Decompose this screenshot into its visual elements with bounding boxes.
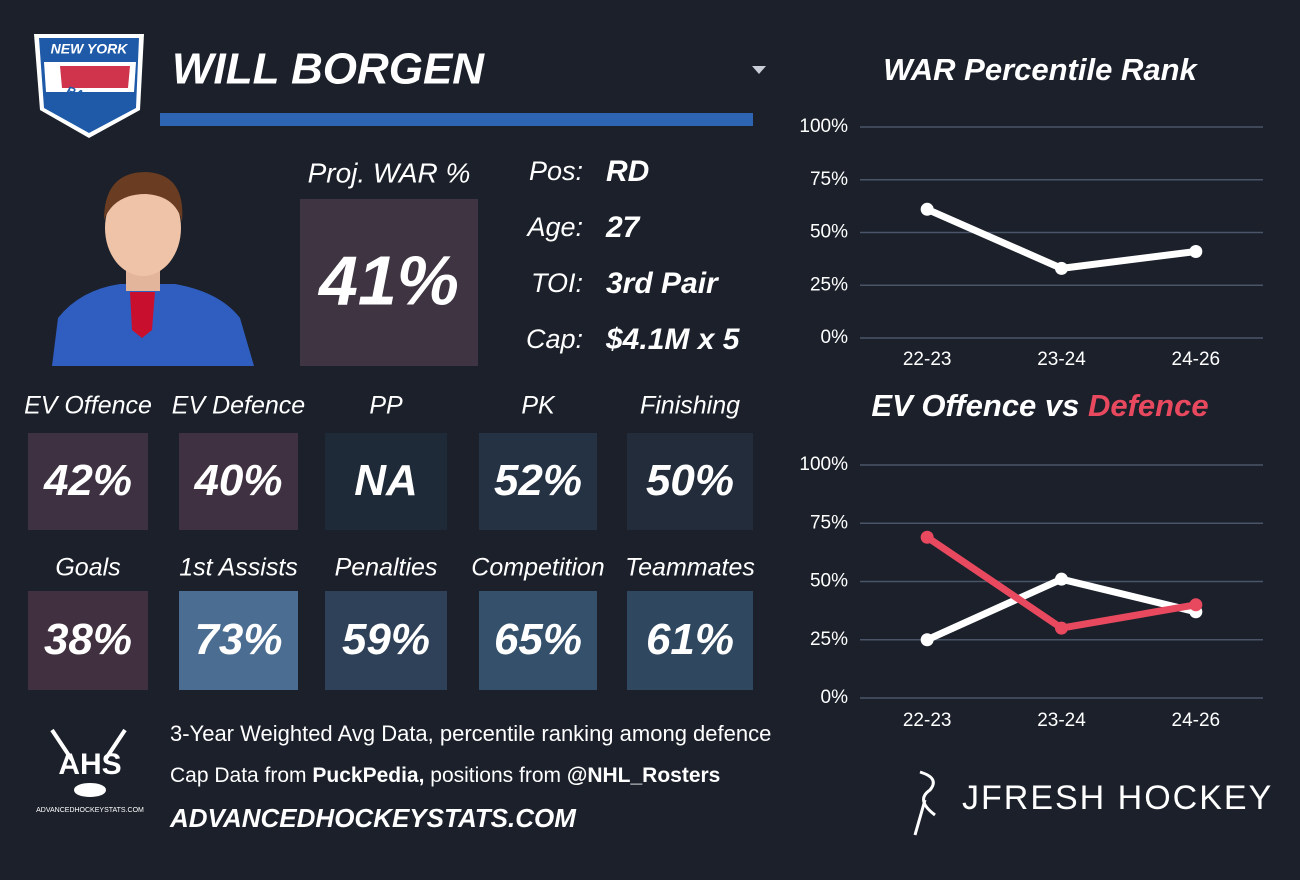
y-tick-label: 50%	[810, 571, 848, 592]
tile-box	[479, 433, 597, 530]
footer-source: @NHL_Rosters	[567, 764, 721, 787]
tile-label: EV Offence	[24, 392, 152, 420]
chart-title-text: WAR Percentile Rank	[883, 52, 1198, 87]
point	[1055, 261, 1068, 275]
point	[920, 202, 934, 216]
tile-label: PP	[369, 392, 403, 420]
info-label: Pos:	[529, 156, 583, 186]
proj-war-value: 41%	[317, 241, 459, 319]
team-name: NEW YORK	[51, 41, 129, 57]
info-label: TOI:	[531, 268, 583, 298]
y-tick-label: 0%	[821, 687, 849, 708]
y-tick-label: 100%	[799, 454, 848, 475]
footer-note: Cap Data from PuckPedia, positions from …	[170, 764, 720, 787]
tile-label: Competition	[471, 554, 604, 582]
info-value: RD	[606, 155, 649, 188]
tile-value: 61%	[646, 615, 734, 664]
tile-label: EV Defence	[172, 392, 305, 420]
tile-box	[479, 591, 597, 690]
x-tick-label: 23-24	[1037, 710, 1086, 731]
dropdown-arrow[interactable]	[752, 66, 766, 74]
point	[1189, 598, 1203, 612]
info-label: Cap:	[526, 324, 583, 354]
tile-box	[627, 591, 753, 690]
point	[1055, 572, 1068, 586]
proj-war-box	[300, 199, 478, 366]
tile-label: PK	[521, 392, 556, 420]
tile-value: 42%	[43, 456, 132, 505]
point	[920, 633, 934, 647]
chart-title-text: EV Offence vs	[871, 388, 1079, 423]
y-tick-label: 25%	[810, 629, 848, 650]
point	[1189, 244, 1203, 258]
x-tick-label: 24-26	[1172, 710, 1221, 731]
tile-value: 65%	[494, 615, 582, 664]
tile-value: 50%	[646, 456, 734, 505]
proj-war-label: Proj. WAR %	[308, 157, 471, 188]
point	[920, 530, 934, 544]
tile-value: 40%	[193, 456, 282, 505]
tile-value: NA	[354, 456, 418, 505]
tile-label: Teammates	[625, 554, 755, 582]
y-tick-label: 25%	[810, 274, 848, 295]
x-tick-label: 24-26	[1172, 349, 1221, 370]
tile-value: 73%	[194, 615, 282, 664]
info-value: 3rd Pair	[606, 267, 720, 300]
team-logo	[34, 34, 144, 138]
info-label: Age:	[525, 212, 583, 242]
footer-note: 3-Year Weighted Avg Data, percentile ran…	[170, 721, 771, 746]
point	[1055, 621, 1068, 635]
info-value: 27	[605, 211, 641, 244]
tile-value: 52%	[494, 456, 582, 505]
tile-label: Goals	[55, 554, 120, 582]
tile-value: 38%	[44, 615, 132, 664]
y-tick-label: 75%	[810, 169, 848, 190]
x-tick-label: 23-24	[1037, 349, 1086, 370]
tile-box	[28, 433, 148, 530]
y-tick-label: 75%	[810, 512, 848, 533]
tile-box	[179, 433, 298, 530]
name-underline	[160, 113, 753, 126]
tile-box	[627, 433, 753, 530]
y-tick-label: 100%	[799, 116, 848, 137]
tile-label: 1st Assists	[179, 554, 298, 582]
tile-label: Finishing	[640, 392, 740, 420]
info-value: $4.1M x 5	[605, 323, 741, 356]
footer-text: Cap Data from	[170, 764, 312, 787]
chart-title: WAR Percentile Rank	[883, 52, 1198, 87]
x-tick-label: 22-23	[903, 710, 952, 731]
ahs-logo-text: AHS	[58, 748, 121, 781]
tile-box	[28, 591, 148, 690]
player-photo	[52, 172, 254, 366]
brand-name: JFRESH HOCKEY	[962, 779, 1273, 817]
footer-text: positions from	[424, 764, 566, 787]
chart-title-highlight: Defence	[1088, 388, 1209, 423]
ahs-logo	[50, 728, 127, 797]
y-tick-label: 50%	[810, 222, 848, 243]
footer-url[interactable]: ADVANCEDHOCKEYSTATS.COM	[169, 803, 577, 833]
ahs-logo-sub: ADVANCEDHOCKEYSTATS.COM	[36, 807, 144, 814]
tile-box	[325, 591, 447, 690]
tile-box	[325, 433, 447, 530]
chart-title: EV Offence vs Defence	[871, 388, 1208, 423]
y-tick-label: 0%	[821, 327, 849, 348]
footer-source: PuckPedia,	[312, 764, 424, 787]
player-name: WILL BORGEN	[172, 45, 485, 94]
x-tick-label: 22-23	[903, 349, 952, 370]
brand-logo	[913, 770, 936, 836]
tile-value: 59%	[342, 615, 430, 664]
tile-label: Penalties	[335, 554, 438, 582]
tile-box	[179, 591, 298, 690]
